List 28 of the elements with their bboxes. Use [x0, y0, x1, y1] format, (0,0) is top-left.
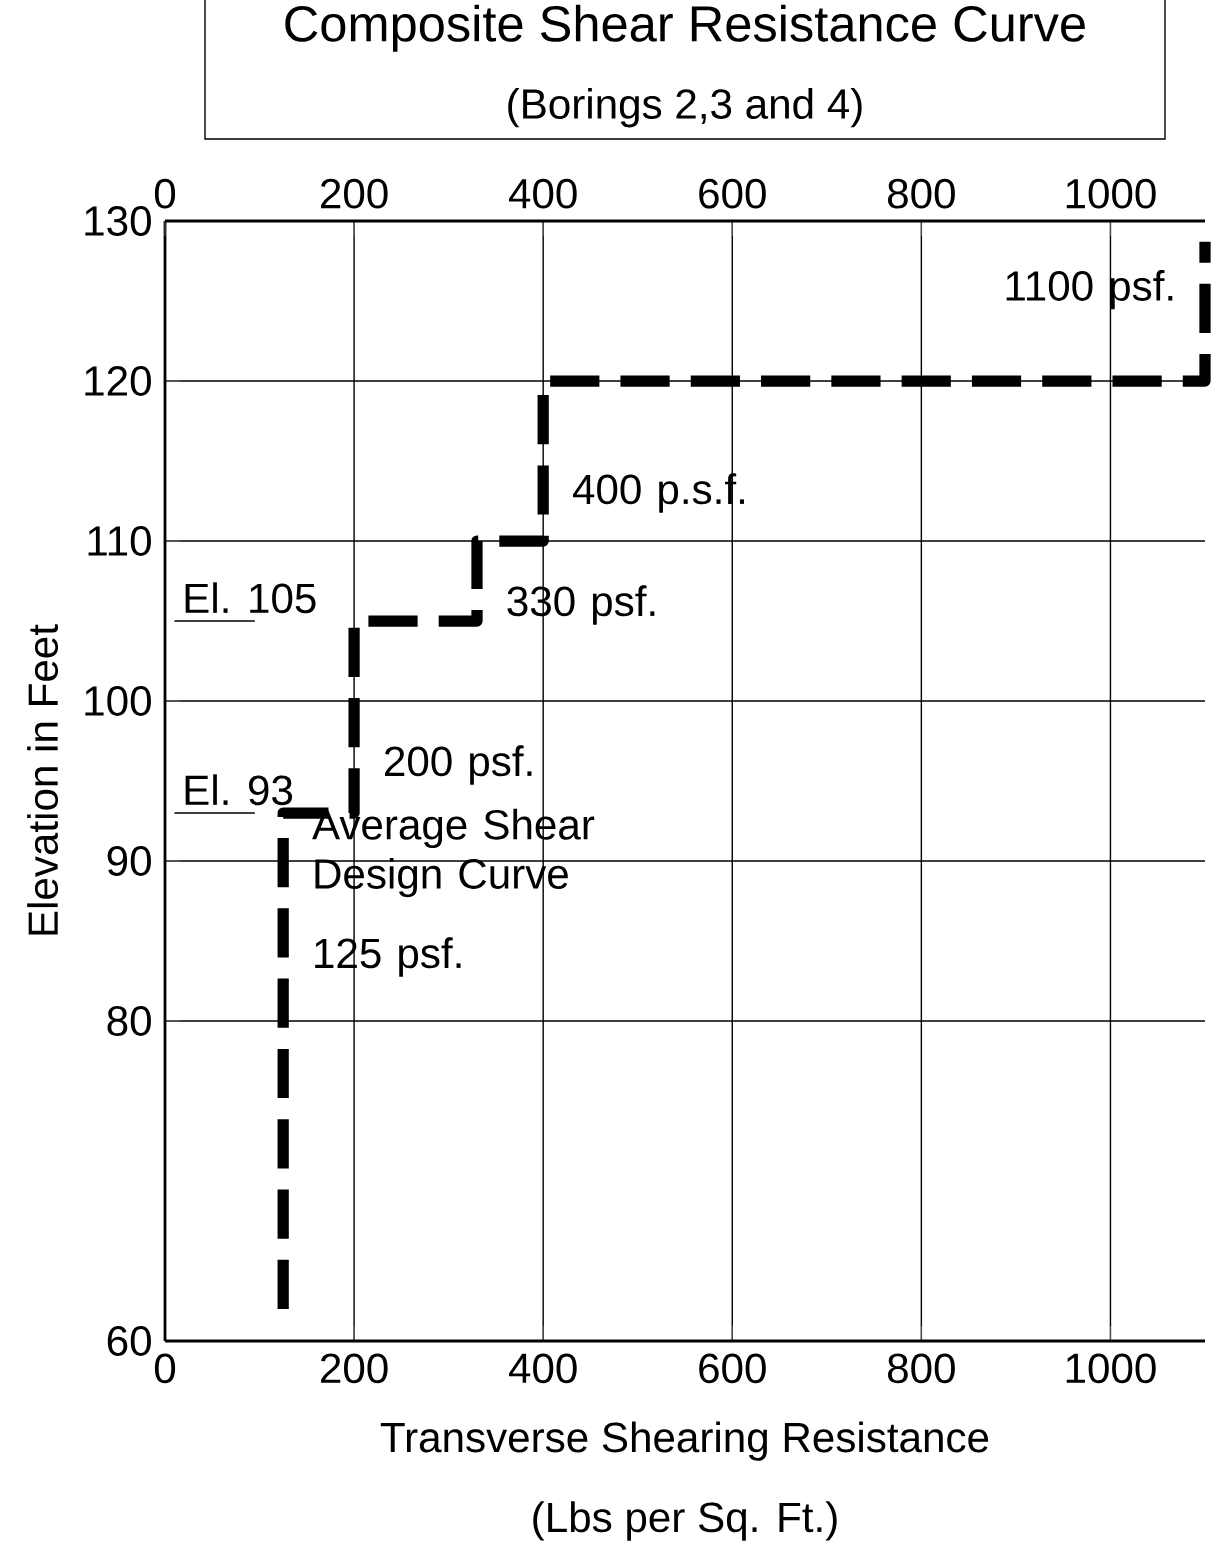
x-tick-label: 200	[321, 1353, 388, 1384]
text: (Lbs per Sq. Ft.)	[533, 1501, 837, 1541]
x-tick-label: 1000	[1066, 1353, 1156, 1384]
y-axis-title: Elevation in Feet	[27, 624, 59, 935]
x-axis-title: Transverse Shearing Resistance	[380, 1421, 989, 1461]
x-tick-label: 800	[888, 1353, 955, 1384]
chart-subtitle: (Borings 2,3 and 4)	[508, 88, 862, 128]
chart-title: Composite Shear Resistance Curve	[285, 4, 1085, 52]
x2-tick-label: 800	[888, 178, 955, 209]
ref-line-label: El. 93	[185, 774, 293, 806]
x2-tick-label: 600	[699, 178, 766, 209]
x2-tick-label: 0	[154, 178, 176, 209]
x2-tick-label: 1000	[1066, 178, 1156, 209]
x2-tick-label: 400	[509, 178, 577, 209]
y-tick-label: 100	[85, 686, 151, 716]
x-tick-label: 600	[699, 1353, 766, 1384]
y-tick-label: 80	[107, 1006, 151, 1036]
y-tick-label: 110	[88, 526, 151, 556]
x-tick-label: 400	[509, 1353, 577, 1384]
x2-tick-label: 200	[321, 178, 388, 209]
y-tick-label: 120	[85, 366, 151, 396]
ref-line-label: El. 105	[185, 582, 316, 614]
y-tick-label: 60	[107, 1326, 151, 1356]
y-tick-label: 130	[85, 206, 151, 236]
x-tick-label: 0	[154, 1353, 176, 1384]
y-tick-label: 90	[107, 846, 151, 876]
annotation: 200 psf.	[385, 745, 532, 785]
annotation: 1100 psf.	[1006, 270, 1173, 310]
